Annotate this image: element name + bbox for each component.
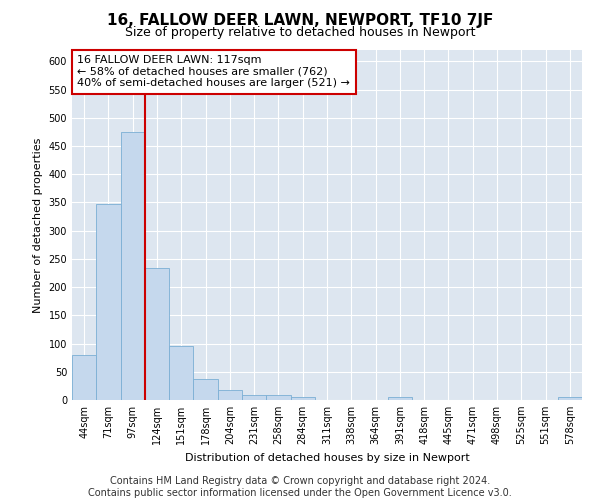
Bar	[72, 355, 96, 400]
Bar	[145, 268, 169, 400]
Y-axis label: Number of detached properties: Number of detached properties	[33, 138, 43, 312]
Bar	[266, 396, 290, 400]
Bar	[169, 346, 193, 400]
Bar	[388, 397, 412, 400]
Text: Contains HM Land Registry data © Crown copyright and database right 2024.
Contai: Contains HM Land Registry data © Crown c…	[88, 476, 512, 498]
Bar	[558, 397, 582, 400]
Bar	[96, 204, 121, 400]
Bar	[218, 390, 242, 400]
Text: 16, FALLOW DEER LAWN, NEWPORT, TF10 7JF: 16, FALLOW DEER LAWN, NEWPORT, TF10 7JF	[107, 12, 493, 28]
Bar	[290, 397, 315, 400]
Text: Size of property relative to detached houses in Newport: Size of property relative to detached ho…	[125, 26, 475, 39]
Text: 16 FALLOW DEER LAWN: 117sqm
← 58% of detached houses are smaller (762)
40% of se: 16 FALLOW DEER LAWN: 117sqm ← 58% of det…	[77, 56, 350, 88]
Bar	[242, 396, 266, 400]
Bar	[193, 378, 218, 400]
Bar	[121, 132, 145, 400]
X-axis label: Distribution of detached houses by size in Newport: Distribution of detached houses by size …	[185, 452, 469, 462]
